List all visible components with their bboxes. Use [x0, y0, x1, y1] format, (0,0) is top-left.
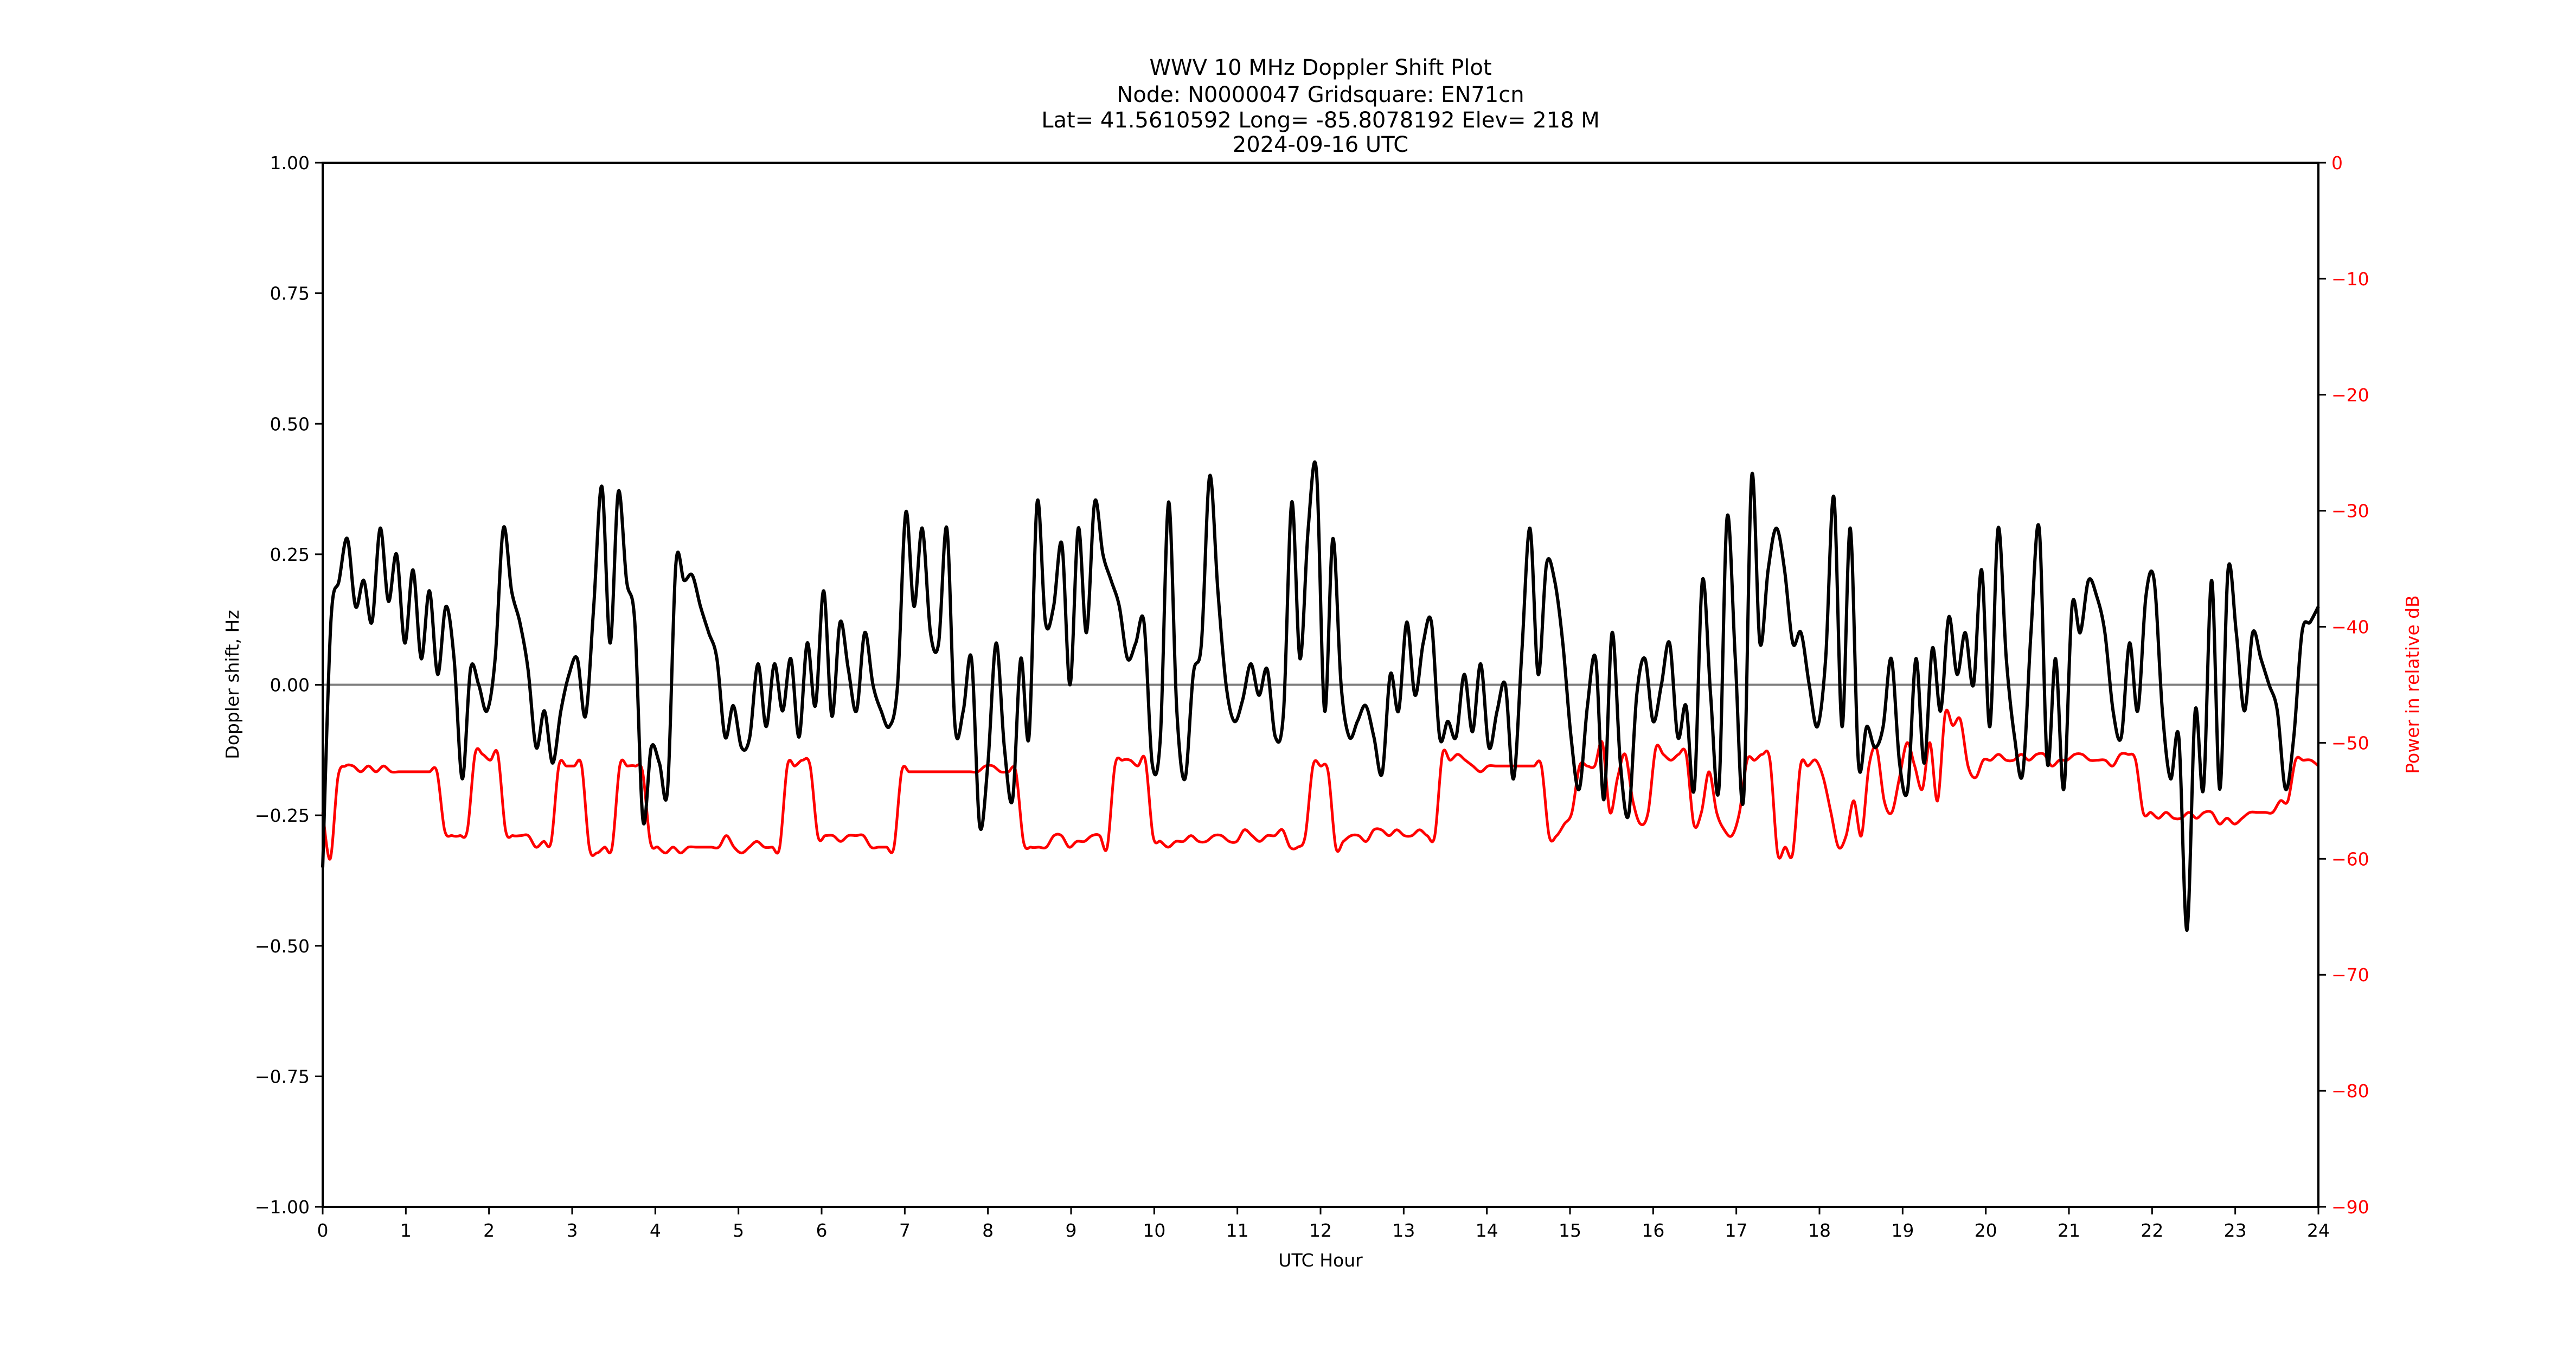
y-tick-label: 0.75	[270, 283, 310, 304]
y-tick-label: −1.00	[255, 1197, 310, 1218]
title-line-2-node: Node: N0000047 Gridsquare: EN71cn	[1117, 82, 1524, 107]
x-tick-label: 1	[400, 1220, 412, 1241]
x-tick-label: 4	[650, 1220, 661, 1241]
y2-tick-label: −60	[2331, 848, 2369, 869]
x-tick-label: 24	[2307, 1220, 2330, 1241]
x-tick-label: 2	[483, 1220, 495, 1241]
x-tick-label: 18	[1808, 1220, 1831, 1241]
x-tick-label: 12	[1309, 1220, 1332, 1241]
y2-axis-label: Power in relative dB	[2402, 595, 2423, 773]
x-tick-label: 6	[816, 1220, 828, 1241]
x-tick-label: 22	[2141, 1220, 2163, 1241]
x-tick-label: 16	[1642, 1220, 1664, 1241]
y-tick-label: −0.75	[255, 1066, 310, 1087]
x-tick-label: 11	[1226, 1220, 1249, 1241]
title-line-3-location: Lat= 41.5610592 Long= -85.8078192 Elev= …	[1041, 108, 1600, 133]
x-tick-label: 7	[899, 1220, 911, 1241]
y2-tick-label: −20	[2331, 385, 2369, 406]
doppler-series-line	[321, 460, 2320, 932]
x-tick-label: 23	[2224, 1220, 2247, 1241]
y2-tick-label: −70	[2331, 964, 2369, 986]
title-line-4-date: 2024-09-16 UTC	[1233, 132, 1408, 157]
y-axis-label: Doppler shift, Hz	[222, 610, 243, 759]
x-tick-label: 14	[1476, 1220, 1498, 1241]
x-axis: 0 1 2 3 4 5 6 7 8 9 10 11 12 13 14 15 16 17 18 19 20 21 22 23 24	[317, 1207, 2330, 1241]
y-tick-label: −0.50	[255, 936, 310, 957]
y2-tick-label: −40	[2331, 617, 2369, 638]
x-tick-label: 17	[1725, 1220, 1748, 1241]
x-tick-label: 20	[1975, 1220, 1997, 1241]
y2-tick-label: −10	[2331, 268, 2369, 290]
y-tick-label: 0.25	[270, 544, 310, 565]
y2-tick-label: −30	[2331, 501, 2369, 522]
x-tick-label: 13	[1392, 1220, 1415, 1241]
x-tick-label: 19	[1891, 1220, 1914, 1241]
y-tick-label: 0.50	[270, 413, 310, 434]
title-line-1: WWV 10 MHz Doppler Shift Plot	[1149, 55, 1491, 80]
y-tick-label: −0.25	[255, 805, 310, 826]
y2-tick-label: −90	[2331, 1197, 2369, 1218]
x-tick-label: 8	[982, 1220, 994, 1241]
x-tick-label: 15	[1559, 1220, 1581, 1241]
y-axis-left: 1.00 0.75 0.50 0.25 0.00 −0.25 −0.50 −0.75 −1.00	[255, 152, 323, 1218]
y-tick-label: 1.00	[270, 152, 310, 174]
y-tick-label: 0.00	[270, 675, 310, 696]
x-tick-label: 5	[733, 1220, 744, 1241]
x-tick-label: 21	[2058, 1220, 2080, 1241]
y2-tick-label: 0	[2331, 152, 2343, 174]
chart-title: WWV 10 MHz Doppler Shift Plot Node: N000…	[1041, 55, 1600, 157]
y2-tick-label: −50	[2331, 732, 2369, 753]
y-axis-right: 0 −10 −20 −30 −40 −50 −60 −70 −80 −90	[2318, 152, 2369, 1218]
x-tick-label: 10	[1143, 1220, 1165, 1241]
x-tick-label: 9	[1066, 1220, 1077, 1241]
x-tick-label: 3	[567, 1220, 578, 1241]
x-tick-label: 0	[317, 1220, 329, 1241]
x-axis-label: UTC Hour	[1278, 1250, 1363, 1271]
y2-tick-label: −80	[2331, 1080, 2369, 1102]
